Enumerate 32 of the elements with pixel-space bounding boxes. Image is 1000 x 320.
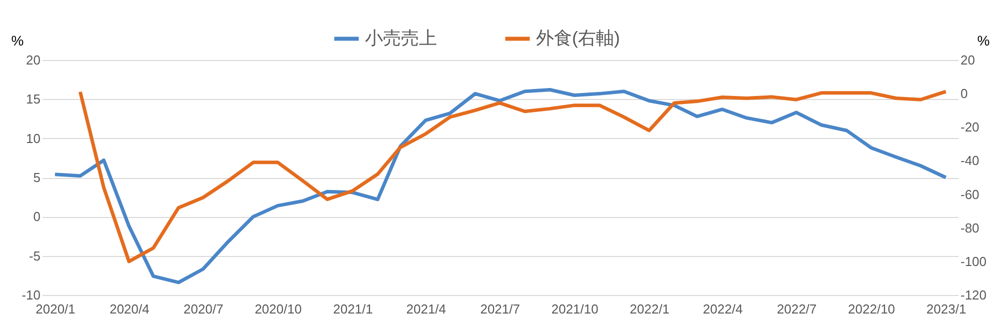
y2-tick-label: 20	[960, 52, 975, 68]
x-tick-label: 2021/1	[333, 302, 373, 316]
y2-tick-label: -100	[960, 254, 987, 269]
y-tick-label: 5	[33, 170, 40, 185]
y2-tick-label: -80	[960, 220, 980, 236]
y2-tick-label: -40	[960, 153, 980, 168]
x-tick-label: 2023/1	[926, 302, 966, 316]
y-tick-label: -5	[28, 248, 40, 264]
x-tick-label: 2020/1	[36, 302, 76, 316]
x-tick-label: 2020/10	[254, 302, 302, 316]
y-axis-title: %	[11, 32, 24, 48]
y2-axis-title: %	[977, 32, 990, 48]
x-tick-label: 2020/7	[184, 302, 224, 316]
x-tick-label: 2022/4	[702, 302, 743, 316]
y2-tick-label: -120	[960, 288, 987, 302]
x-tick-label: 2021/10	[551, 302, 598, 316]
x-tick-label: 2022/7	[776, 302, 817, 316]
y2-tick-label: -60	[960, 186, 980, 202]
y-tick-label: 15	[26, 92, 40, 107]
y-tick-label: 10	[26, 130, 40, 146]
x-tick-label: 2021/4	[406, 302, 446, 316]
y-tick-label: 0	[33, 209, 40, 224]
y2-tick-label: -20	[960, 120, 980, 135]
x-tick-label: 2022/1	[630, 302, 670, 316]
x-tick-label: 2022/10	[848, 302, 896, 316]
y2-tick-label: 0	[960, 86, 968, 102]
x-tick-label: 2020/4	[110, 302, 150, 316]
legend-label: 外食(右軸)	[536, 28, 620, 48]
y-tick-label: 20	[26, 52, 40, 68]
y-tick-label: -10	[22, 288, 40, 302]
x-tick-label: 2021/7	[480, 302, 520, 316]
legend-label: 小売売上	[365, 28, 437, 48]
